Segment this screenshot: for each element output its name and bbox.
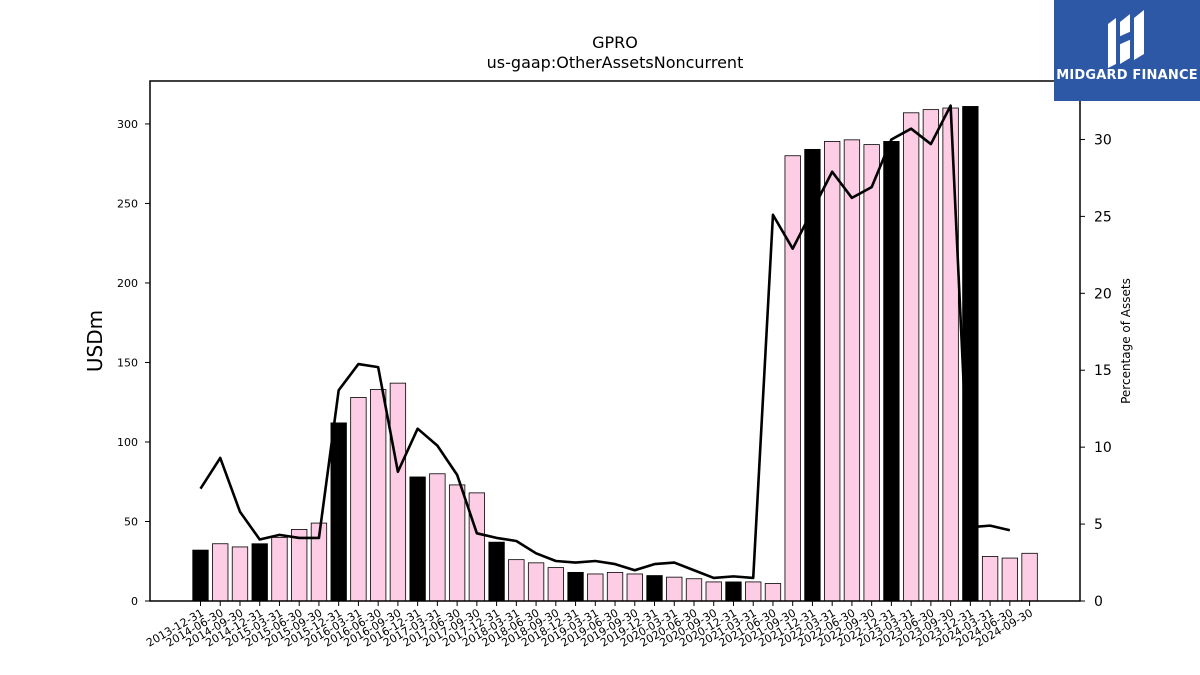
bar	[468, 492, 486, 602]
y2-tick-label: 30	[1094, 132, 1112, 148]
percentage-line	[199, 104, 1011, 580]
y2-tick-label: 5	[1094, 517, 1103, 533]
bar	[764, 583, 782, 602]
bar	[409, 476, 426, 602]
y2-tick-label: 15	[1094, 363, 1112, 379]
bar	[370, 389, 387, 602]
y2-tick-label: 20	[1094, 286, 1112, 302]
bar	[646, 575, 663, 602]
bar	[725, 581, 742, 602]
y2-axis-label: Percentage of Assets	[1119, 278, 1133, 404]
bar	[1021, 552, 1038, 602]
y-tick-label: 300	[117, 118, 138, 131]
y-tick-label: 200	[117, 277, 138, 290]
bar	[626, 573, 643, 602]
bar	[508, 559, 525, 602]
bar	[350, 397, 367, 602]
bar	[784, 155, 801, 602]
chart-title: GPRO	[592, 33, 638, 52]
midgard-finance-logo: MIDGARD FINANCE	[1054, 0, 1200, 101]
bar	[981, 556, 999, 602]
bar	[448, 484, 466, 602]
bar	[685, 578, 703, 602]
plot-frame	[149, 80, 1081, 602]
y2-tick-label: 25	[1094, 209, 1112, 225]
bar	[192, 549, 209, 602]
bar	[488, 541, 505, 602]
bar	[389, 382, 407, 602]
y-tick-label: 150	[117, 356, 138, 369]
bar	[705, 581, 722, 602]
bar	[330, 422, 347, 602]
y2-tick-label: 0	[1094, 594, 1103, 610]
bar	[231, 546, 249, 602]
bar	[902, 112, 920, 602]
bar	[883, 141, 900, 602]
bar	[843, 139, 861, 602]
bar	[212, 543, 229, 602]
y-tick-label: 0	[131, 595, 138, 608]
y-tick-label: 50	[124, 515, 138, 528]
y2-tick-label: 10	[1094, 440, 1112, 456]
bar	[942, 107, 959, 602]
bar	[527, 562, 545, 602]
bar	[666, 576, 683, 602]
bar	[251, 543, 268, 602]
bar	[547, 567, 564, 602]
chart-subtitle: us-gaap:OtherAssetsNoncurrent	[486, 53, 744, 72]
bar	[1001, 557, 1018, 602]
y-axis-label: USDm	[83, 310, 107, 372]
bar	[606, 571, 624, 602]
logo-text: MIDGARD FINANCE	[1056, 68, 1198, 83]
bar	[824, 141, 841, 602]
bar	[863, 144, 880, 602]
bar	[922, 109, 940, 602]
y-tick-label: 250	[117, 197, 138, 210]
bar	[291, 529, 308, 602]
bar	[567, 571, 584, 602]
bar	[429, 473, 446, 602]
bar	[271, 536, 288, 602]
bar	[745, 581, 762, 602]
bar	[587, 573, 604, 602]
logo-mark-icon	[1108, 10, 1144, 68]
bar	[804, 148, 821, 602]
y-tick-label: 100	[117, 436, 138, 449]
